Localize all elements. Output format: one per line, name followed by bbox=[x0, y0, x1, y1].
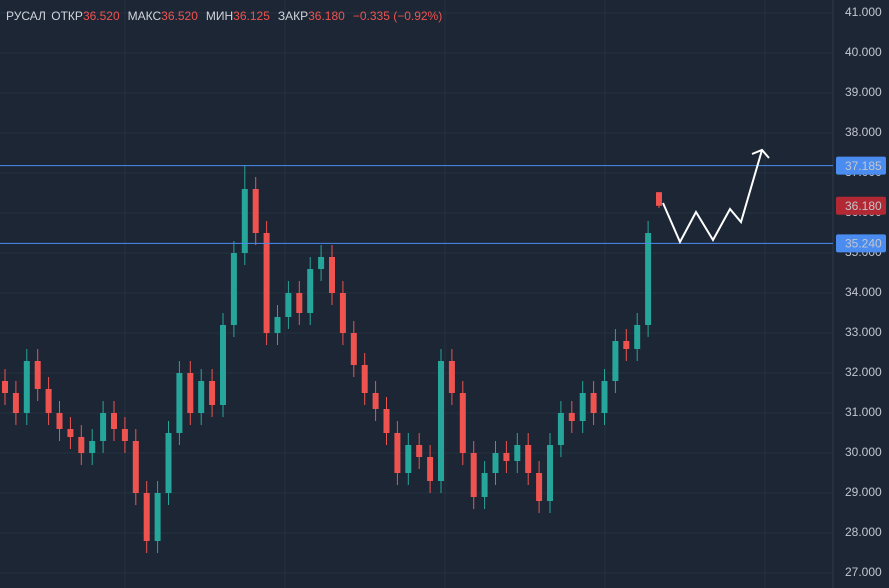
candle-body bbox=[23, 361, 30, 413]
candle-body bbox=[252, 189, 259, 233]
candle-body bbox=[394, 433, 401, 473]
candle-body bbox=[2, 381, 8, 393]
candle-body bbox=[514, 445, 521, 461]
candle-body bbox=[329, 257, 335, 293]
candle-body bbox=[579, 393, 586, 421]
y-tick-label: 40.000 bbox=[845, 45, 882, 59]
candle-body bbox=[56, 413, 63, 429]
open-value: 36.520 bbox=[82, 9, 120, 23]
y-tick-label: 41.000 bbox=[845, 5, 882, 19]
candle-body bbox=[623, 341, 630, 349]
open-label: ОТКР bbox=[51, 9, 83, 23]
candle-body bbox=[656, 192, 662, 206]
candle-body bbox=[154, 493, 161, 541]
candle-body bbox=[590, 393, 597, 413]
candle-body bbox=[209, 381, 216, 405]
candle-body bbox=[481, 473, 488, 497]
candle-body bbox=[645, 233, 652, 325]
y-tick-label: 32.000 bbox=[845, 365, 882, 379]
symbol: РУСАЛ bbox=[6, 9, 46, 23]
candle-body bbox=[100, 413, 107, 441]
y-tick-label: 34.000 bbox=[845, 285, 882, 299]
candle-body bbox=[383, 409, 390, 433]
candle-body bbox=[198, 381, 205, 413]
y-tick-label: 28.000 bbox=[845, 525, 882, 539]
last-price-label: 36.180 bbox=[845, 199, 882, 213]
candle-body bbox=[405, 445, 412, 473]
candle-body bbox=[459, 393, 466, 453]
candle-body bbox=[416, 445, 423, 457]
candle-body bbox=[220, 325, 226, 405]
candle-body bbox=[176, 373, 183, 433]
candle-body bbox=[438, 361, 444, 481]
candle-body bbox=[45, 389, 52, 413]
candle-body bbox=[492, 453, 499, 473]
candle-body bbox=[448, 361, 455, 393]
close-value: 36.180 bbox=[308, 9, 345, 23]
low-label: МИН bbox=[205, 9, 234, 23]
candle-body bbox=[601, 381, 608, 413]
last-price-box bbox=[836, 196, 886, 215]
candle-body bbox=[350, 333, 357, 365]
candle-body bbox=[285, 293, 292, 317]
candle-body bbox=[427, 457, 434, 481]
y-tick-label: 27.000 bbox=[845, 565, 882, 579]
candle-body bbox=[187, 373, 194, 413]
candle-body bbox=[536, 473, 543, 501]
candle-body bbox=[78, 437, 85, 453]
candle-body bbox=[568, 413, 575, 421]
candle-body bbox=[296, 293, 303, 313]
close-label: ЗАКР bbox=[277, 9, 309, 23]
y-tick-label: 29.000 bbox=[845, 485, 882, 499]
candle-body bbox=[12, 393, 19, 413]
candle-body bbox=[230, 253, 237, 325]
candle-body bbox=[503, 453, 510, 461]
high-value: 36.520 bbox=[161, 9, 198, 23]
candle-body bbox=[121, 429, 128, 441]
candle-body bbox=[557, 413, 564, 445]
grid bbox=[124, 0, 766, 588]
candle-body bbox=[361, 365, 368, 393]
price-axis: 27.000 28.000 29.000 30.000 31.000 32.000 33.0… bbox=[836, 5, 886, 579]
candle-body bbox=[111, 413, 117, 429]
candle-body bbox=[634, 325, 641, 349]
change: −0.335 (−0.92%) bbox=[352, 9, 443, 23]
candle-body bbox=[525, 445, 532, 473]
candle-body bbox=[89, 441, 96, 453]
candle-body bbox=[547, 445, 553, 501]
candle-body bbox=[263, 233, 270, 333]
candle-body bbox=[307, 269, 314, 313]
candle-body bbox=[132, 441, 139, 493]
y-tick-label: 38.000 bbox=[845, 125, 882, 139]
candle-body bbox=[339, 293, 346, 333]
candle-body bbox=[470, 453, 477, 497]
candle-body bbox=[372, 393, 379, 409]
candle-body bbox=[274, 317, 281, 333]
candle-body bbox=[612, 341, 619, 381]
candle-body bbox=[67, 429, 74, 437]
candle-body bbox=[318, 257, 325, 269]
y-tick-label: 30.000 bbox=[845, 445, 882, 459]
low-value: 36.125 bbox=[233, 9, 270, 23]
legend-header: РУСАЛ ОТКР36.520 МАКС36.520 МИН36.125 ЗАКР3… bbox=[6, 9, 450, 23]
level-label-box bbox=[836, 234, 886, 253]
level-label: 37.185 bbox=[845, 159, 882, 173]
candle-body bbox=[143, 493, 150, 541]
y-tick-label: 33.000 bbox=[845, 325, 882, 339]
candle-body bbox=[165, 433, 172, 493]
y-tick-label: 31.000 bbox=[845, 405, 882, 419]
y-tick-label: 39.000 bbox=[845, 85, 882, 99]
arrow-head bbox=[751, 148, 770, 159]
forecast-arrow bbox=[662, 149, 763, 245]
high-label: МАКС bbox=[127, 9, 162, 23]
plot bbox=[0, 12, 833, 574]
candle-body bbox=[34, 361, 41, 389]
candle-body bbox=[241, 189, 248, 253]
level-label: 35.240 bbox=[845, 237, 882, 251]
level-label-box bbox=[836, 156, 886, 175]
